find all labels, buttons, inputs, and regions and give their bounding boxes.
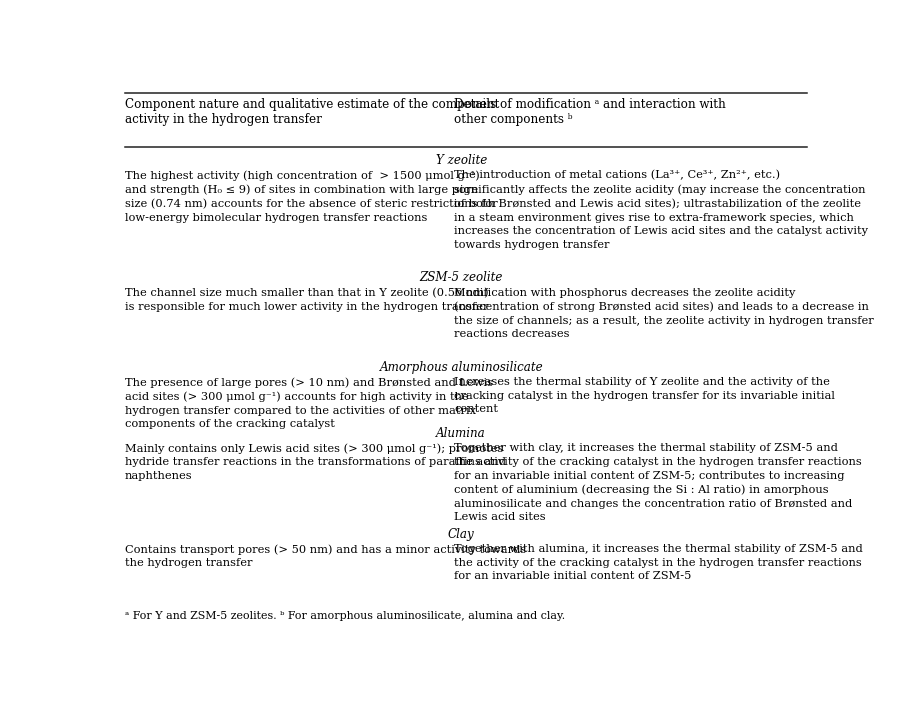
Text: Increases the thermal stability of Y zeolite and the activity of the
cracking ca: Increases the thermal stability of Y zeo…	[454, 377, 835, 415]
Text: Component nature and qualitative estimate of the component
activity in the hydro: Component nature and qualitative estimat…	[125, 98, 500, 126]
Text: The highest activity (high concentration of  > 1500 μmol g⁻¹)
and strength (H₀ ≤: The highest activity (high concentration…	[125, 170, 498, 222]
Text: The presence of large pores (> 10 nm) and Brønsted and Lewis
acid sites (> 300 μ: The presence of large pores (> 10 nm) an…	[125, 377, 493, 429]
Text: Details of modification ᵃ and interaction with
other components ᵇ: Details of modification ᵃ and interactio…	[454, 98, 726, 126]
Text: The channel size much smaller than that in Y zeolite (0.56 nm)
is responsible fo: The channel size much smaller than that …	[125, 288, 489, 312]
Text: Together with clay, it increases the thermal stability of ZSM-5 and
the activity: Together with clay, it increases the the…	[454, 444, 862, 522]
Text: Modification with phosphorus decreases the zeolite acidity
(concentration of str: Modification with phosphorus decreases t…	[454, 288, 874, 339]
Text: Contains transport pores (> 50 nm) and has a minor activity towards
the hydrogen: Contains transport pores (> 50 nm) and h…	[125, 544, 526, 568]
Text: Clay: Clay	[448, 528, 474, 541]
Text: ZSM-5 zeolite: ZSM-5 zeolite	[419, 272, 503, 284]
Text: Mainly contains only Lewis acid sites (> 300 μmol g⁻¹); promotes
hydride transfe: Mainly contains only Lewis acid sites (>…	[125, 444, 506, 481]
Text: Alumina: Alumina	[436, 427, 486, 440]
Text: Y zeolite: Y zeolite	[436, 154, 487, 167]
Text: Amorphous aluminosilicate: Amorphous aluminosilicate	[380, 361, 543, 374]
Text: Together with alumina, it increases the thermal stability of ZSM-5 and
the activ: Together with alumina, it increases the …	[454, 544, 863, 582]
Text: The introduction of metal cations (La³⁺, Ce³⁺, Zn²⁺, etc.)
significantly affects: The introduction of metal cations (La³⁺,…	[454, 170, 868, 250]
Text: ᵃ For Y and ZSM-5 zeolites. ᵇ For amorphous aluminosilicate, alumina and clay.: ᵃ For Y and ZSM-5 zeolites. ᵇ For amorph…	[125, 611, 565, 622]
